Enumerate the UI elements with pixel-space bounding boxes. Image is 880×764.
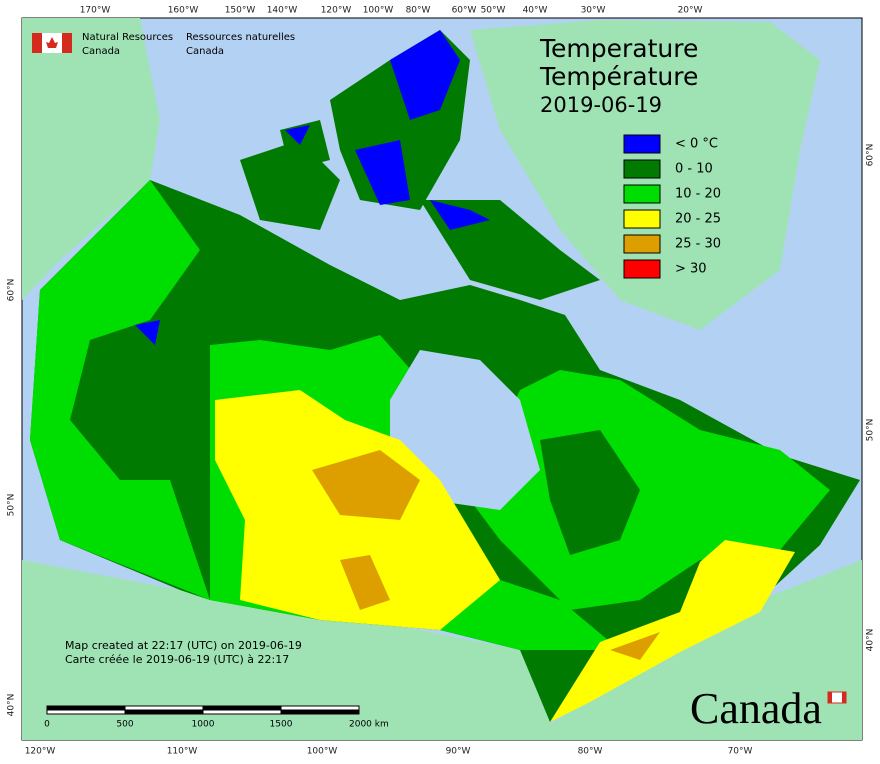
- org-name-fr: Ressources naturelles: [186, 32, 295, 43]
- graticule-label: 30°W: [581, 6, 606, 16]
- graticule-label: 100°W: [307, 747, 338, 757]
- map-title: 2019-06-19: [540, 93, 662, 117]
- scale-label: 500: [116, 720, 133, 730]
- graticule-label: 40°N: [7, 694, 17, 717]
- graticule-label: 40°W: [523, 6, 548, 16]
- graticule-label: 80°W: [406, 6, 431, 16]
- graticule-label: 60°W: [452, 6, 477, 16]
- scale-bar: [46, 705, 360, 715]
- graticule-label: 50°N: [866, 419, 876, 442]
- graticule-label: 20°W: [678, 6, 703, 16]
- legend-label: 20 - 25: [675, 212, 721, 227]
- graticule-label: 90°W: [446, 747, 471, 757]
- graticule-label: 150°W: [225, 6, 256, 16]
- legend-swatch: [623, 184, 661, 204]
- scale-label: 2000 km: [349, 720, 389, 730]
- graticule-label: 140°W: [267, 6, 298, 16]
- nrcan-flag: [32, 33, 72, 53]
- credit: Carte créée le 2019-06-19 (UTC) à 22:17: [65, 653, 289, 666]
- org-name-fr: Canada: [186, 46, 224, 57]
- map-title: Temperature: [539, 34, 698, 63]
- graticule-label: 50°N: [7, 494, 17, 517]
- legend-swatch: [623, 159, 661, 179]
- legend-label: 10 - 20: [675, 187, 721, 202]
- scale-label: 0: [44, 720, 50, 730]
- legend-swatch: [623, 209, 661, 229]
- map-title: Température: [539, 62, 698, 91]
- graticule-label: 170°W: [80, 6, 111, 16]
- org-name-en: Natural Resources: [82, 32, 173, 43]
- legend-swatch: [623, 259, 661, 279]
- legend-label: 25 - 30: [675, 237, 721, 252]
- graticule-label: 70°W: [728, 747, 753, 757]
- graticule-label: 100°W: [363, 6, 394, 16]
- legend-label: > 30: [675, 262, 707, 277]
- legend-label: < 0 °C: [675, 137, 718, 152]
- org-name-en: Canada: [82, 46, 120, 57]
- wordmark: Canada: [690, 684, 822, 733]
- legend-label: 0 - 10: [675, 162, 713, 177]
- canada-temperature: [30, 30, 860, 722]
- graticule-label: 110°W: [167, 747, 198, 757]
- scale-label: 1500: [270, 720, 293, 730]
- graticule-label: 120°W: [25, 747, 56, 757]
- graticule-label: 120°W: [321, 6, 352, 16]
- legend-swatch: [623, 234, 661, 254]
- legend-swatch: [623, 134, 661, 154]
- scale-label: 1000: [192, 720, 215, 730]
- graticule-label: 50°W: [481, 6, 506, 16]
- graticule-label: 60°N: [866, 144, 876, 167]
- graticule-label: 160°W: [168, 6, 199, 16]
- graticule-label: 40°N: [866, 629, 876, 652]
- graticule-label: 60°N: [7, 279, 17, 302]
- credit: Map created at 22:17 (UTC) on 2019-06-19: [65, 639, 302, 652]
- graticule-label: 80°W: [578, 747, 603, 757]
- wordmark-flag: [827, 691, 847, 704]
